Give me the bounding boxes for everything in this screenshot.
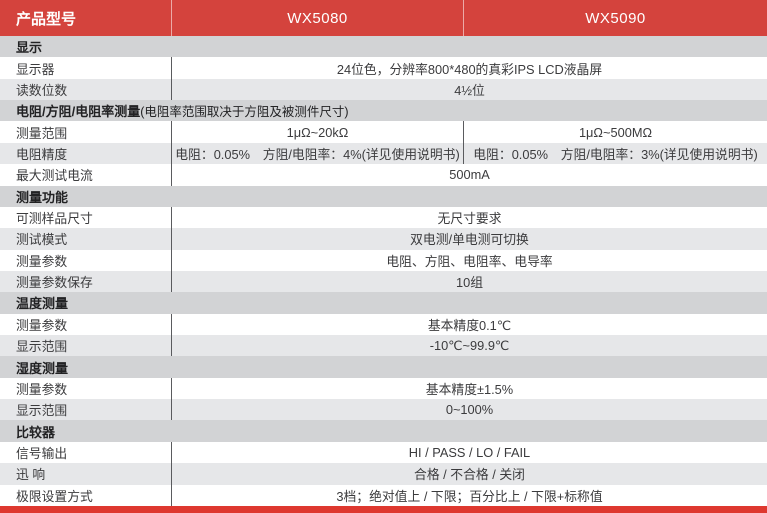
section-header-row: 温度测量	[0, 292, 767, 314]
row-value-shared: 双电测/单电测可切换	[410, 232, 529, 248]
spec-table-body: 显示 显示器 24位色，分辨率800*480的真彩IPS LCD液晶屏读数位数 4½位…	[0, 36, 767, 506]
row-label: 显示范围	[0, 399, 172, 421]
spec-data-row: 迅 响 合格 / 不合格 / 关闭	[0, 463, 767, 485]
section-title: 比较器	[16, 424, 56, 440]
row-value-shared: 基本精度0.1℃	[427, 317, 512, 333]
spec-data-row: 读数位数 4½位	[0, 78, 767, 101]
bottom-red-bar	[0, 506, 767, 513]
section-header-row: 显示	[0, 36, 767, 58]
row-value-shared: -10℃~99.9℃	[429, 337, 510, 353]
section-title: 电阻/方阻/电阻率测量	[16, 104, 141, 120]
section-title: 测量功能	[16, 189, 69, 205]
spec-data-row: 测试模式 双电测/单电测可切换	[0, 228, 767, 250]
row-label: 测量范围	[0, 121, 172, 143]
spec-data-row: 最大测试电流 500mA	[0, 164, 767, 186]
section-title: 湿度测量	[16, 360, 69, 376]
row-value-shared: HI / PASS / LO / FAIL	[408, 445, 531, 460]
spec-data-row: 信号输出 HI / PASS / LO / FAIL	[0, 441, 767, 464]
spec-data-row: 电阻精度 电阻：0.05% 方阻/电阻率：4%(详见使用说明书) 电阻：0.05% …	[0, 142, 767, 165]
spec-data-row: 极限设置方式 3档；绝对值上 / 下限；百分比上 / 下限+标称值	[0, 484, 767, 506]
row-value-wx5080: 1μΩ~20kΩ	[172, 121, 464, 143]
section-header-row: 测量功能	[0, 185, 767, 207]
header-product-model-label: 产品型号	[0, 0, 172, 36]
spec-data-row: 显示范围 -10℃~99.9℃	[0, 335, 767, 357]
table-header-row: 产品型号 WX5080 WX5090	[0, 0, 767, 36]
row-value-shared: 3档；绝对值上 / 下限；百分比上 / 下限+标称值	[336, 488, 603, 504]
row-label: 测量参数	[0, 249, 172, 271]
spec-data-row: 测量参数 电阻、方阻、电阻率、电导率	[0, 249, 767, 271]
row-label: 读数位数	[0, 78, 172, 101]
row-label: 电阻精度	[0, 142, 172, 165]
row-value-wx5080: 电阻：0.05% 方阻/电阻率：4%(详见使用说明书)	[172, 142, 464, 165]
row-label: 极限设置方式	[0, 484, 172, 506]
row-label: 可测样品尺寸	[0, 206, 172, 229]
spec-data-row: 显示器 24位色，分辨率800*480的真彩IPS LCD液晶屏	[0, 57, 767, 79]
row-value-shared: 无尺寸要求	[437, 211, 502, 227]
spec-data-row: 测量参数 基本精度±1.5%	[0, 377, 767, 400]
section-header-row: 湿度测量	[0, 356, 767, 378]
row-value-shared: 500mA	[449, 167, 490, 183]
section-header-row: 比较器	[0, 420, 767, 442]
section-title: 温度测量	[16, 296, 69, 312]
section-header-row: 电阻/方阻/电阻率测量 (电阻率范围取决于方阻及被测件尺寸)	[0, 100, 767, 122]
row-label: 最大测试电流	[0, 164, 172, 186]
section-note: (电阻率范围取决于方阻及被测件尺寸)	[140, 105, 349, 120]
row-label: 信号输出	[0, 441, 172, 464]
header-model-wx5080: WX5080	[172, 0, 464, 36]
row-value-shared: 4½位	[454, 82, 485, 98]
section-title: 显示	[16, 40, 43, 56]
spec-data-row: 测量参数 基本精度0.1℃	[0, 313, 767, 336]
row-value-shared: 基本精度±1.5%	[425, 381, 514, 397]
row-value-shared: 电阻、方阻、电阻率、电导率	[386, 253, 553, 269]
header-model-wx5090: WX5090	[585, 9, 646, 27]
spec-data-row: 测量参数保存 10组	[0, 270, 767, 293]
row-label: 测量参数保存	[0, 270, 172, 293]
row-value-wx5090: 电阻：0.05% 方阻/电阻率：3%(详见使用说明书)	[473, 146, 758, 162]
spec-data-row: 显示范围 0~100%	[0, 399, 767, 421]
row-label: 迅 响	[0, 463, 172, 485]
row-label: 测量参数	[0, 313, 172, 336]
spec-data-row: 可测样品尺寸 无尺寸要求	[0, 206, 767, 229]
row-label: 显示器	[0, 57, 172, 79]
row-value-wx5090: 1μΩ~500MΩ	[578, 124, 653, 140]
row-label: 显示范围	[0, 335, 172, 357]
row-label: 测试模式	[0, 228, 172, 250]
row-value-shared: 10组	[455, 275, 484, 291]
row-value-shared: 0~100%	[445, 402, 494, 418]
row-value-shared: 24位色，分辨率800*480的真彩IPS LCD液晶屏	[336, 61, 603, 77]
row-value-shared: 合格 / 不合格 / 关闭	[414, 467, 525, 483]
spec-data-row: 测量范围 1μΩ~20kΩ 1μΩ~500MΩ	[0, 121, 767, 143]
row-label: 测量参数	[0, 377, 172, 400]
